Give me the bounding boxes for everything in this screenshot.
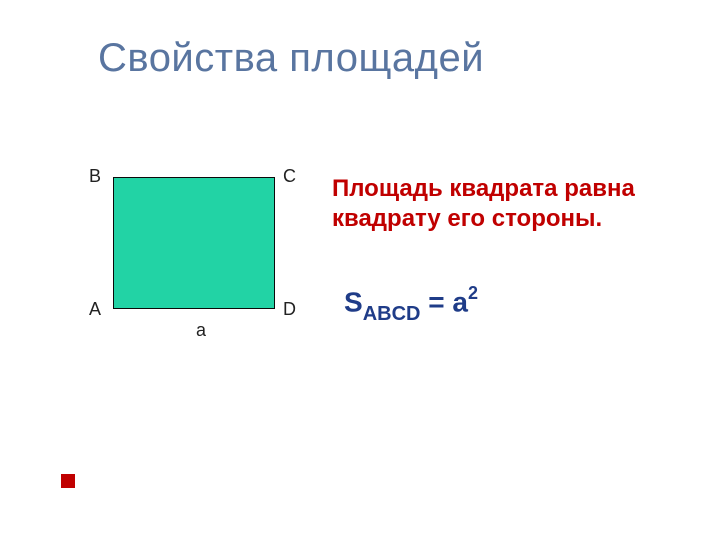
vertex-label-c: C [283, 166, 296, 187]
vertex-label-b: B [89, 166, 101, 187]
area-formula: SABCD = a2 [344, 285, 544, 324]
formula-s: S [344, 286, 363, 317]
formula-eq: = a [420, 286, 467, 317]
formula-subscript: ABCD [363, 303, 421, 325]
bullet-icon [61, 474, 75, 488]
vertex-label-a: A [89, 299, 101, 320]
theorem-text: Площадь квадрата равна квадрату его стор… [332, 174, 702, 234]
diagram-square [113, 177, 275, 309]
vertex-label-d: D [283, 299, 296, 320]
side-label-a: a [196, 320, 206, 341]
formula-superscript: 2 [468, 283, 478, 303]
page-title: Свойства площадей [98, 36, 484, 81]
